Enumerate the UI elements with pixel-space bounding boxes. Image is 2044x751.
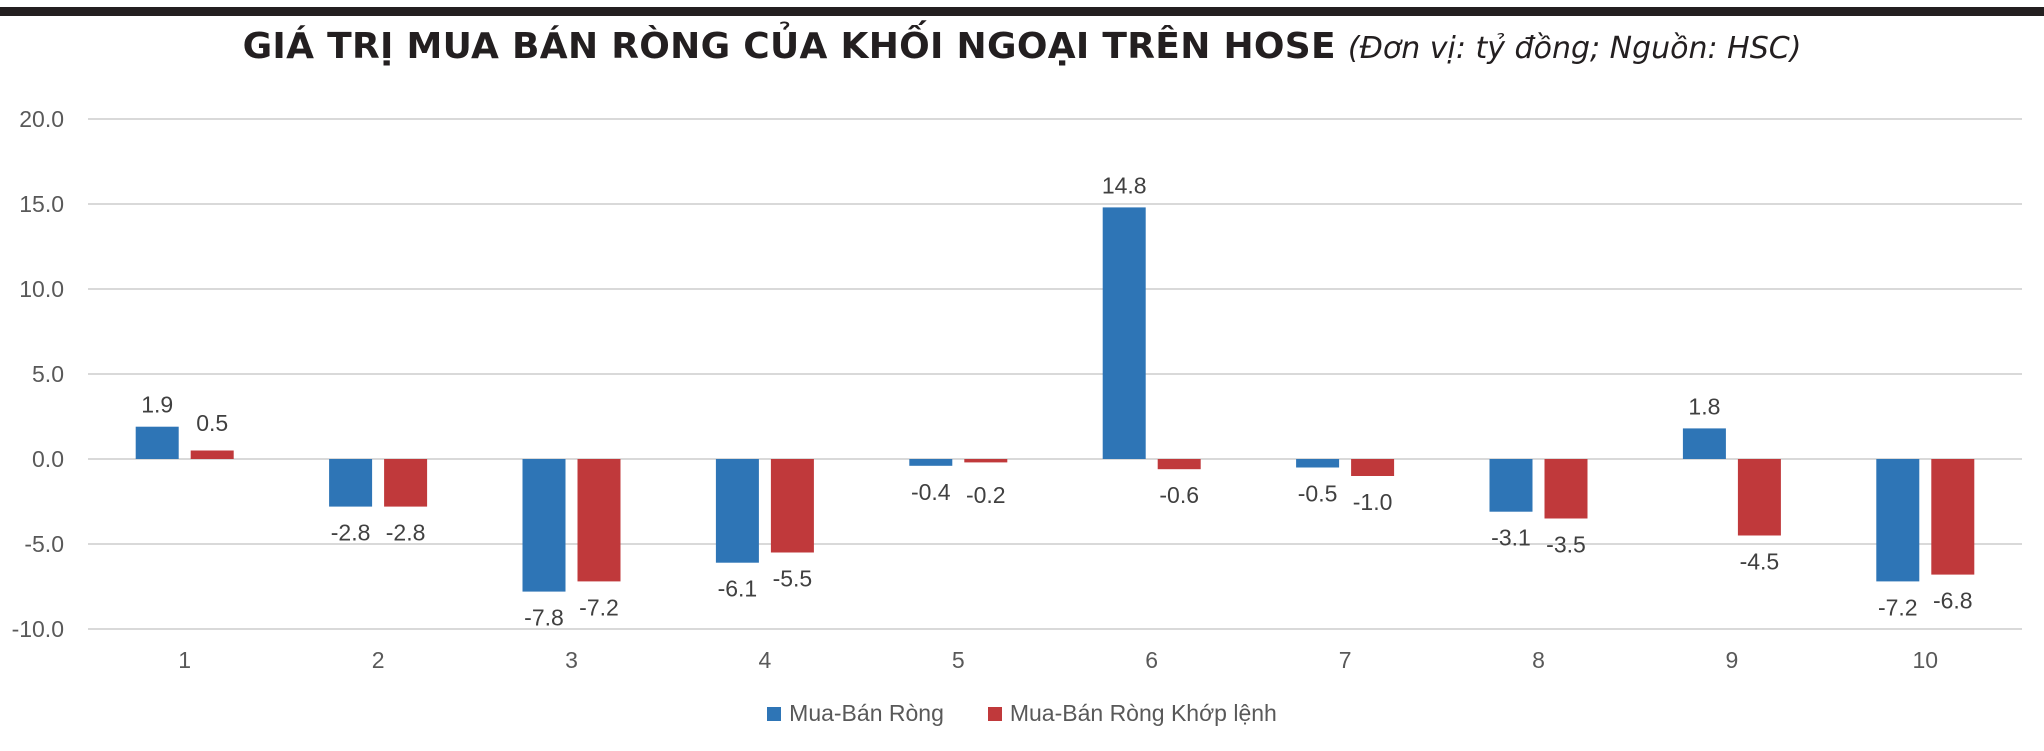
bar-series-2 bbox=[964, 459, 1008, 463]
data-label-series-1: 1.9 bbox=[141, 392, 173, 418]
data-label-series-2: -3.5 bbox=[1546, 532, 1586, 558]
chart-title: GIÁ TRỊ MUA BÁN RÒNG CỦA KHỐI NGOẠI TRÊN… bbox=[242, 26, 1336, 67]
chart-subtitle: (Đơn vị: tỷ đồng; Nguồn: HSC) bbox=[1347, 31, 1802, 66]
legend-label-series-1: Mua-Bán Ròng bbox=[789, 700, 944, 726]
legend-swatch-series-2 bbox=[987, 706, 1002, 721]
bar-series-2 bbox=[1737, 459, 1781, 536]
bar-series-1 bbox=[1102, 207, 1146, 459]
bar-series-1 bbox=[329, 459, 373, 507]
bar-series-2 bbox=[577, 459, 621, 582]
top-rule bbox=[0, 7, 2044, 16]
bar-series-1 bbox=[715, 459, 759, 563]
x-tick-label: 9 bbox=[1726, 647, 1739, 673]
bar-series-2 bbox=[1931, 459, 1975, 575]
legend-label-series-2: Mua-Bán Ròng Khớp lệnh bbox=[1009, 700, 1277, 726]
y-tick-label: -10.0 bbox=[12, 616, 64, 642]
x-tick-label: 10 bbox=[1913, 647, 1939, 673]
x-tick-label: 3 bbox=[565, 647, 578, 673]
y-tick-label: 10.0 bbox=[19, 276, 64, 302]
data-label-series-1: -6.1 bbox=[718, 576, 758, 602]
x-tick-label: 4 bbox=[759, 647, 772, 673]
y-tick-label: 5.0 bbox=[32, 361, 64, 387]
bar-series-1 bbox=[1876, 459, 1920, 582]
data-label-series-2: -5.5 bbox=[773, 566, 813, 592]
data-label-series-1: -7.2 bbox=[1878, 594, 1918, 620]
data-label-series-2: 0.5 bbox=[196, 410, 228, 436]
bar-series-2 bbox=[384, 459, 428, 507]
data-label-series-2: -4.5 bbox=[1740, 549, 1780, 575]
data-label-series-1: 1.8 bbox=[1688, 393, 1720, 419]
y-tick-label: 20.0 bbox=[19, 106, 64, 132]
bar-series-1 bbox=[1682, 428, 1726, 459]
data-label-series-1: 14.8 bbox=[1102, 172, 1147, 198]
chart-legend: Mua-Bán Ròng Mua-Bán Ròng Khớp lệnh bbox=[0, 700, 2044, 727]
bar-series-1 bbox=[135, 426, 179, 459]
legend-swatch-series-1 bbox=[767, 706, 782, 721]
data-label-series-2: -2.8 bbox=[386, 520, 426, 546]
bar-series-2 bbox=[770, 459, 814, 553]
bar-series-1 bbox=[909, 459, 953, 466]
y-tick-label: -5.0 bbox=[24, 531, 64, 557]
data-label-series-1: -3.1 bbox=[1491, 525, 1531, 551]
bar-series-2 bbox=[1157, 459, 1201, 470]
bar-series-2 bbox=[1544, 459, 1588, 519]
x-tick-label: 2 bbox=[372, 647, 385, 673]
x-tick-label: 7 bbox=[1339, 647, 1352, 673]
legend-item-series-2: Mua-Bán Ròng Khớp lệnh bbox=[987, 700, 1277, 727]
bar-series-2 bbox=[190, 450, 234, 459]
data-label-series-1: -2.8 bbox=[331, 520, 371, 546]
data-label-series-2: -0.2 bbox=[966, 482, 1006, 508]
data-label-series-2: -1.0 bbox=[1353, 489, 1393, 515]
bar-series-1 bbox=[1489, 459, 1533, 512]
x-tick-label: 1 bbox=[178, 647, 191, 673]
data-label-series-2: -6.8 bbox=[1933, 588, 1973, 614]
y-tick-label: 0.0 bbox=[32, 446, 64, 472]
bar-chart: 20.0 15.0 10.0 5.0 0.0 -5.0 -10.0 1 2 3 4 5 6 7 8 9 10 1.… bbox=[12, 106, 2022, 673]
x-tick-label: 8 bbox=[1532, 647, 1545, 673]
y-tick-label: 15.0 bbox=[19, 191, 64, 217]
bar-series-2 bbox=[1351, 459, 1395, 476]
bar-series-1 bbox=[1296, 459, 1340, 468]
data-label-series-1: -0.5 bbox=[1298, 481, 1338, 507]
chart-title-row: GIÁ TRỊ MUA BÁN RÒNG CỦA KHỐI NGOẠI TRÊN… bbox=[0, 26, 2044, 67]
bar-series-1 bbox=[522, 459, 566, 592]
data-label-series-2: -7.2 bbox=[579, 594, 619, 620]
data-label-series-2: -0.6 bbox=[1159, 482, 1199, 508]
x-tick-label: 5 bbox=[952, 647, 965, 673]
legend-item-series-1: Mua-Bán Ròng bbox=[767, 700, 944, 727]
data-label-series-1: -0.4 bbox=[911, 479, 951, 505]
data-label-series-1: -7.8 bbox=[524, 605, 564, 631]
x-tick-label: 6 bbox=[1145, 647, 1158, 673]
